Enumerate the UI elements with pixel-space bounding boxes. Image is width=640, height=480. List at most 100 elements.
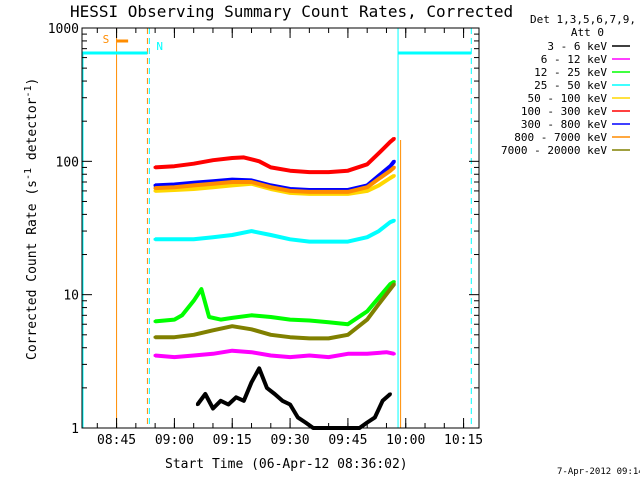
data-point xyxy=(388,169,392,173)
data-point xyxy=(388,392,392,396)
data-point xyxy=(234,395,238,399)
legend-label: 12 - 25 keV xyxy=(534,66,607,79)
y-label-end: ) xyxy=(25,78,40,86)
data-point xyxy=(199,287,203,291)
data-point xyxy=(195,402,200,407)
data-point xyxy=(249,380,254,384)
data-point xyxy=(288,189,292,193)
data-point xyxy=(230,349,234,353)
data-point xyxy=(242,155,246,159)
x-tick-label: 10:15 xyxy=(444,433,483,448)
data-point xyxy=(172,318,176,322)
legend-label: 300 - 800 keV xyxy=(521,118,607,131)
data-point xyxy=(230,180,234,184)
data-point xyxy=(388,220,392,224)
data-point xyxy=(288,237,292,241)
data-point xyxy=(203,392,207,396)
data-point xyxy=(288,169,292,173)
series-line xyxy=(154,137,396,175)
data-point xyxy=(226,402,230,407)
data-point xyxy=(172,185,176,189)
data-point xyxy=(153,165,157,169)
data-point xyxy=(230,183,234,187)
data-point xyxy=(269,333,273,337)
data-point xyxy=(346,352,350,356)
data-point xyxy=(219,399,223,403)
data-point xyxy=(192,353,196,358)
data-point xyxy=(288,318,292,322)
data-point xyxy=(211,352,215,356)
data-point xyxy=(269,233,273,237)
y-label-mid: detector xyxy=(25,97,40,168)
data-point xyxy=(327,320,331,324)
legend-label: 50 - 100 keV xyxy=(528,92,608,105)
data-point xyxy=(230,233,234,237)
data-point xyxy=(381,399,385,403)
data-point xyxy=(153,353,157,358)
data-point xyxy=(365,309,369,313)
legend-label: 3 - 6 keV xyxy=(547,40,607,53)
data-point xyxy=(307,240,311,244)
data-point xyxy=(249,327,254,331)
data-point xyxy=(249,229,254,233)
data-point xyxy=(327,240,331,244)
data-point xyxy=(392,137,396,141)
data-point xyxy=(211,235,215,239)
data-point xyxy=(288,402,292,407)
data-point xyxy=(172,335,176,339)
data-point xyxy=(288,355,292,359)
chart-title: HESSI Observing Summary Count Rates, Cor… xyxy=(70,2,513,21)
data-point xyxy=(269,315,273,319)
data-point xyxy=(211,158,215,162)
y-tick-label: 10 xyxy=(63,289,79,304)
x-tick-label: 09:45 xyxy=(328,433,367,448)
data-point xyxy=(211,328,215,332)
x-tick-label: 08:45 xyxy=(97,433,136,448)
data-point xyxy=(388,176,392,180)
data-point xyxy=(327,190,331,194)
data-point xyxy=(392,165,396,169)
data-point xyxy=(388,287,392,291)
data-point xyxy=(265,386,269,390)
data-point xyxy=(377,151,381,155)
data-point xyxy=(365,189,369,193)
data-point xyxy=(307,190,311,194)
data-point xyxy=(249,350,254,354)
data-point xyxy=(307,336,311,340)
data-point xyxy=(153,319,157,323)
data-point xyxy=(211,406,215,411)
legend-label: 6 - 12 keV xyxy=(541,53,608,66)
data-point xyxy=(211,182,215,186)
data-point xyxy=(346,240,350,244)
data-point xyxy=(192,162,196,166)
data-point xyxy=(192,237,196,241)
data-point xyxy=(273,392,277,396)
y-label-sup1: -1 xyxy=(23,168,34,180)
data-point xyxy=(303,420,308,425)
data-point xyxy=(384,350,389,354)
data-point xyxy=(388,140,392,144)
y-tick-label: 100 xyxy=(56,155,79,170)
data-point xyxy=(230,324,234,328)
data-point xyxy=(307,170,311,174)
data-point xyxy=(153,237,157,241)
data-point xyxy=(327,170,331,174)
data-point xyxy=(327,355,331,359)
data-point xyxy=(377,177,381,181)
night-label: N xyxy=(156,40,163,53)
data-point xyxy=(242,399,246,403)
data-point xyxy=(230,156,234,160)
data-point xyxy=(392,218,396,223)
x-tick-label: 09:30 xyxy=(271,433,310,448)
data-point xyxy=(392,352,396,356)
data-point xyxy=(365,162,369,166)
data-point xyxy=(365,235,369,239)
data-point xyxy=(172,355,176,359)
data-point xyxy=(346,190,350,194)
data-point xyxy=(388,164,392,168)
data-point xyxy=(153,186,157,190)
data-point xyxy=(172,237,176,241)
legend-header: Det 1,3,5,6,7,9, xyxy=(530,13,636,26)
data-point xyxy=(377,229,381,233)
